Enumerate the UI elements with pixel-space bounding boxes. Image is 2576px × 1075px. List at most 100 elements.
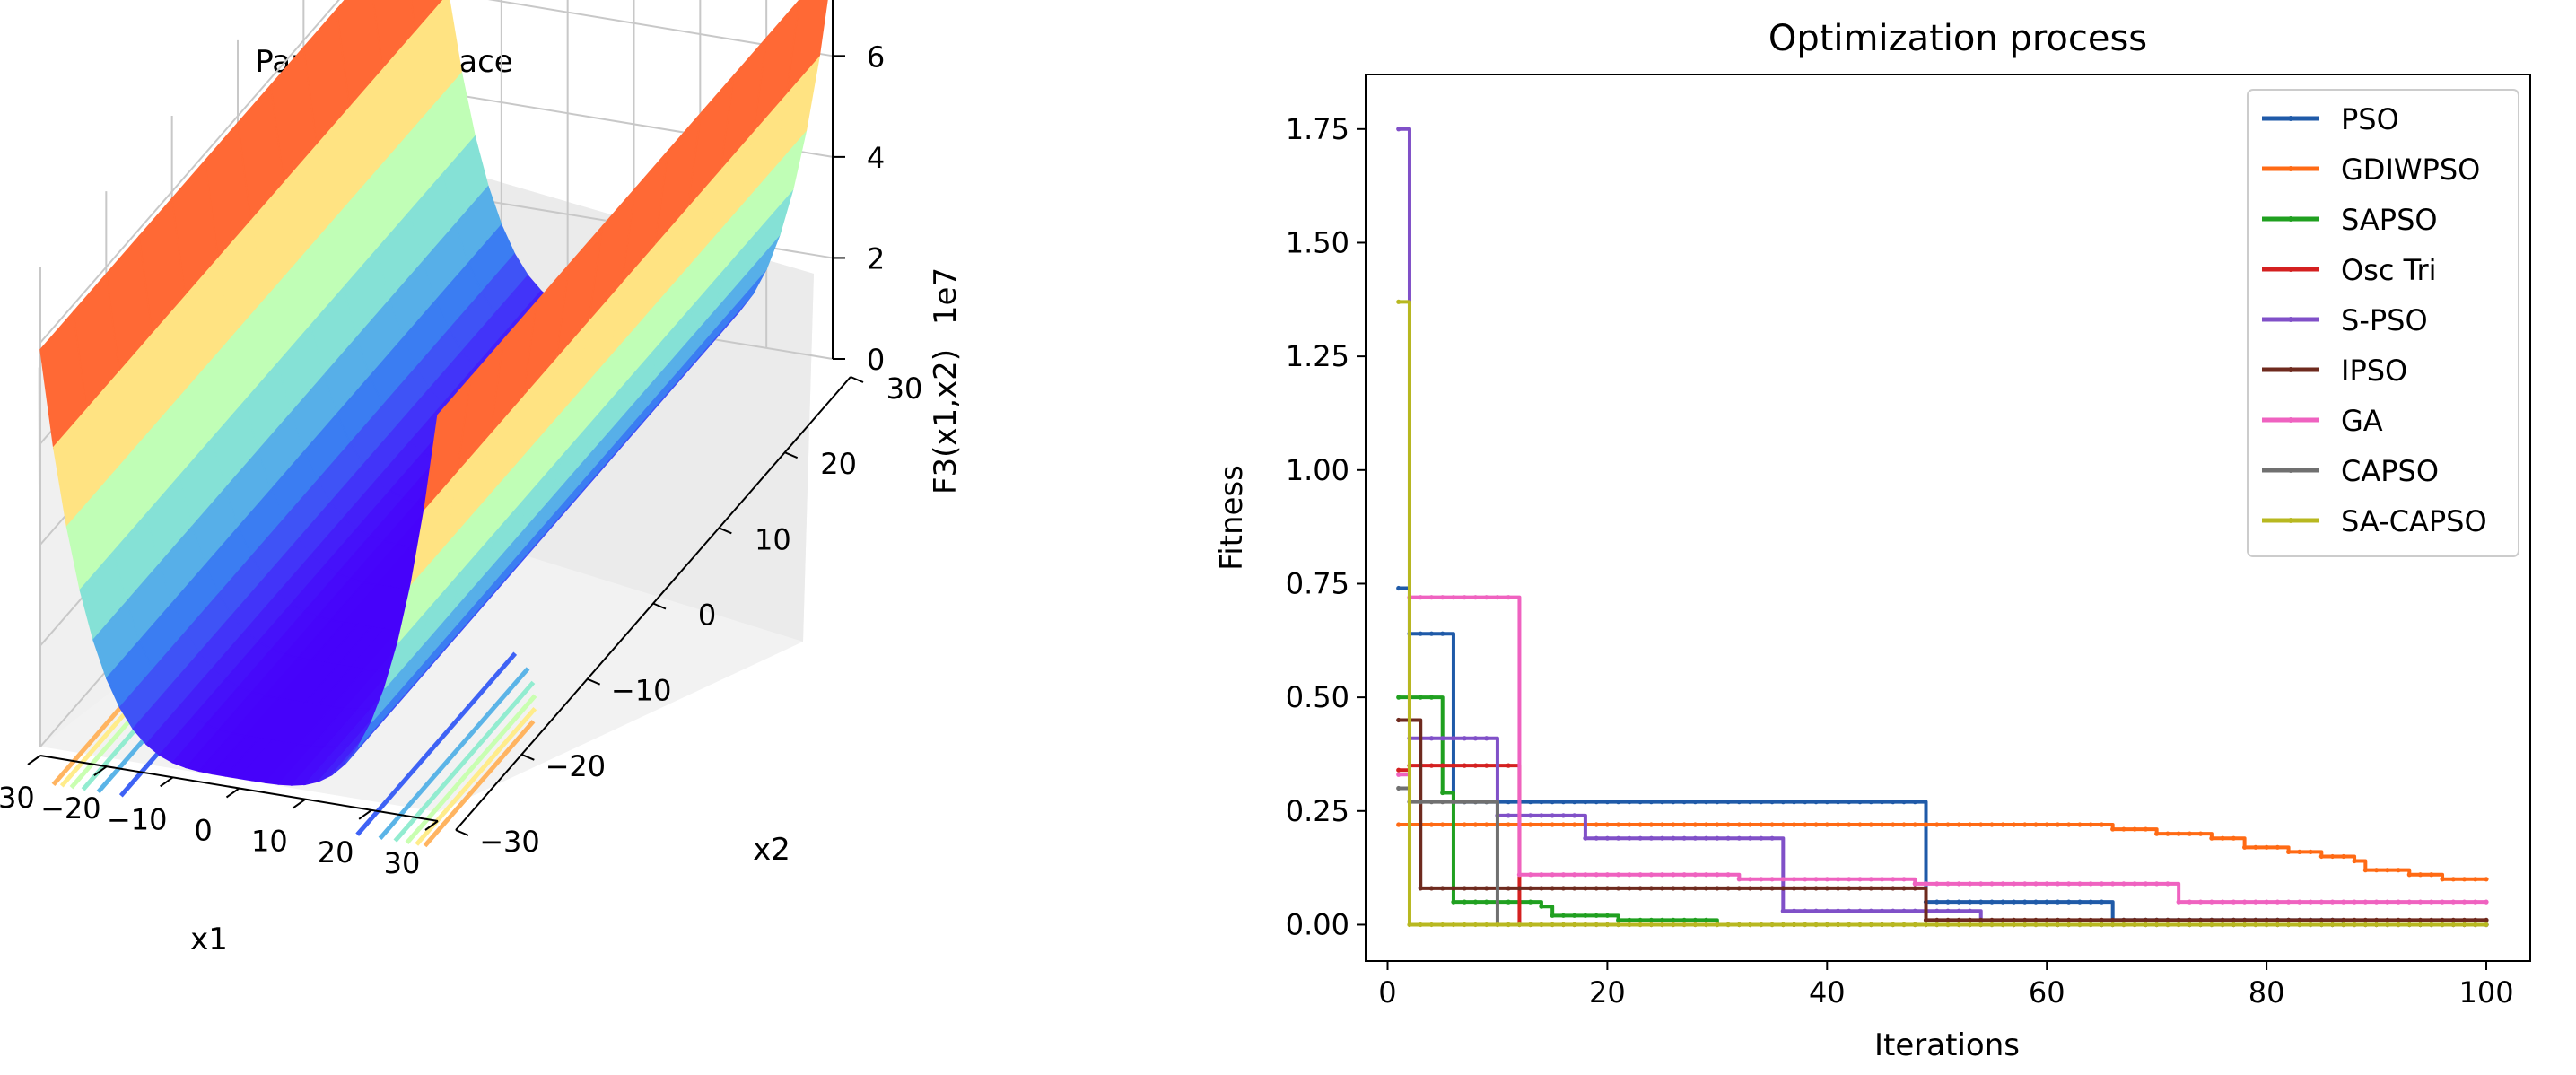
series-point	[2077, 922, 2083, 928]
series-point	[1978, 917, 1984, 922]
series-point	[2484, 877, 2489, 882]
series-point	[1725, 872, 1731, 878]
series-point	[2176, 917, 2181, 922]
series-point	[1440, 822, 1445, 827]
series-point	[1440, 763, 1445, 768]
grid-line	[39, 0, 340, 344]
series-point	[2484, 917, 2489, 922]
series-point	[2450, 899, 2456, 905]
series-point	[1967, 917, 1973, 922]
series-point	[1637, 822, 1643, 827]
series-point	[1451, 736, 1456, 741]
series-point	[1769, 822, 1775, 827]
series-point	[2121, 922, 2126, 928]
series-point	[1868, 877, 1873, 882]
x2-tick	[520, 753, 535, 761]
series-point	[1780, 886, 1786, 891]
series-point	[1891, 877, 1896, 882]
series-point	[1594, 872, 1599, 878]
series-point	[1660, 917, 1665, 922]
series-point	[2143, 922, 2149, 928]
series-point	[1759, 922, 1764, 928]
series-point	[1956, 881, 1961, 887]
series-point	[1560, 813, 1567, 818]
series-point	[2077, 899, 2083, 905]
series-point	[2209, 899, 2214, 905]
series-point	[2473, 877, 2478, 882]
series-point	[2231, 835, 2236, 841]
series-point	[1604, 922, 1610, 928]
contour-line	[393, 680, 536, 843]
series-point	[1967, 922, 1973, 928]
series-point	[2055, 881, 2061, 887]
series-point	[1681, 922, 1687, 928]
x-tick-label: 100	[2458, 975, 2513, 1009]
series-point	[1813, 908, 1819, 913]
series-point	[2352, 899, 2357, 905]
series-point	[1616, 922, 1621, 928]
series-point	[1879, 922, 1885, 928]
series-point	[2450, 922, 2456, 928]
series-point	[1484, 822, 1489, 827]
series-point	[1594, 922, 1599, 928]
series-point	[1572, 913, 1577, 918]
series-point	[1396, 822, 1402, 827]
series-point	[1506, 886, 1511, 891]
series-point	[1462, 763, 1467, 768]
series-point	[1813, 877, 1819, 882]
series-point	[1506, 822, 1511, 827]
series-point	[2088, 822, 2093, 827]
series-point	[2297, 849, 2302, 855]
series-point	[2044, 881, 2049, 887]
x2-tick-label: 20	[820, 447, 857, 481]
x1-tick-label: 0	[194, 814, 212, 848]
series-point	[2242, 922, 2248, 928]
series-point	[2385, 899, 2390, 905]
series-point	[2187, 917, 2192, 922]
series-point	[1484, 763, 1489, 768]
x2-axis-label: x2	[753, 832, 790, 868]
series-point	[2077, 822, 2083, 827]
legend-label: SAPSO	[2341, 203, 2438, 237]
series-point	[2385, 868, 2390, 873]
series-point	[1440, 922, 1445, 928]
series-point	[1637, 872, 1643, 878]
x2-tick	[850, 376, 864, 383]
x-axis-label: Iterations	[1874, 1027, 2020, 1063]
z-axis-label: F3(x1,x2)	[928, 349, 964, 494]
series-point	[1572, 813, 1577, 818]
series-point	[1704, 872, 1709, 878]
series-point	[1472, 763, 1479, 768]
series-point	[1484, 886, 1489, 891]
series-point	[2044, 822, 2049, 827]
series-point	[2275, 899, 2280, 905]
series-point	[1868, 800, 1873, 805]
series-point	[2373, 922, 2380, 928]
series-point	[1560, 913, 1567, 918]
series-point	[1945, 899, 1951, 905]
series-point	[1637, 922, 1643, 928]
series-point	[1506, 763, 1511, 768]
series-point	[1989, 922, 1995, 928]
legend-marker	[2288, 267, 2293, 272]
series-point	[1451, 899, 1456, 905]
series-point	[1704, 800, 1709, 805]
series-point	[2099, 881, 2105, 887]
series-point	[1901, 877, 1907, 882]
series-point	[2033, 822, 2039, 827]
series-point	[2253, 844, 2258, 850]
series-point	[1736, 886, 1742, 891]
z-tick-label: 2	[867, 241, 885, 275]
series-point	[2066, 822, 2072, 827]
series-point	[1891, 886, 1896, 891]
series-point	[1934, 899, 1940, 905]
series-point	[2253, 922, 2258, 928]
x1-tick	[27, 755, 41, 765]
series-point	[2110, 917, 2116, 922]
series-point	[1901, 922, 1907, 928]
series-point	[2077, 917, 2083, 922]
series-point	[2362, 917, 2368, 922]
series-point	[2440, 917, 2445, 922]
series-point	[2318, 899, 2324, 905]
